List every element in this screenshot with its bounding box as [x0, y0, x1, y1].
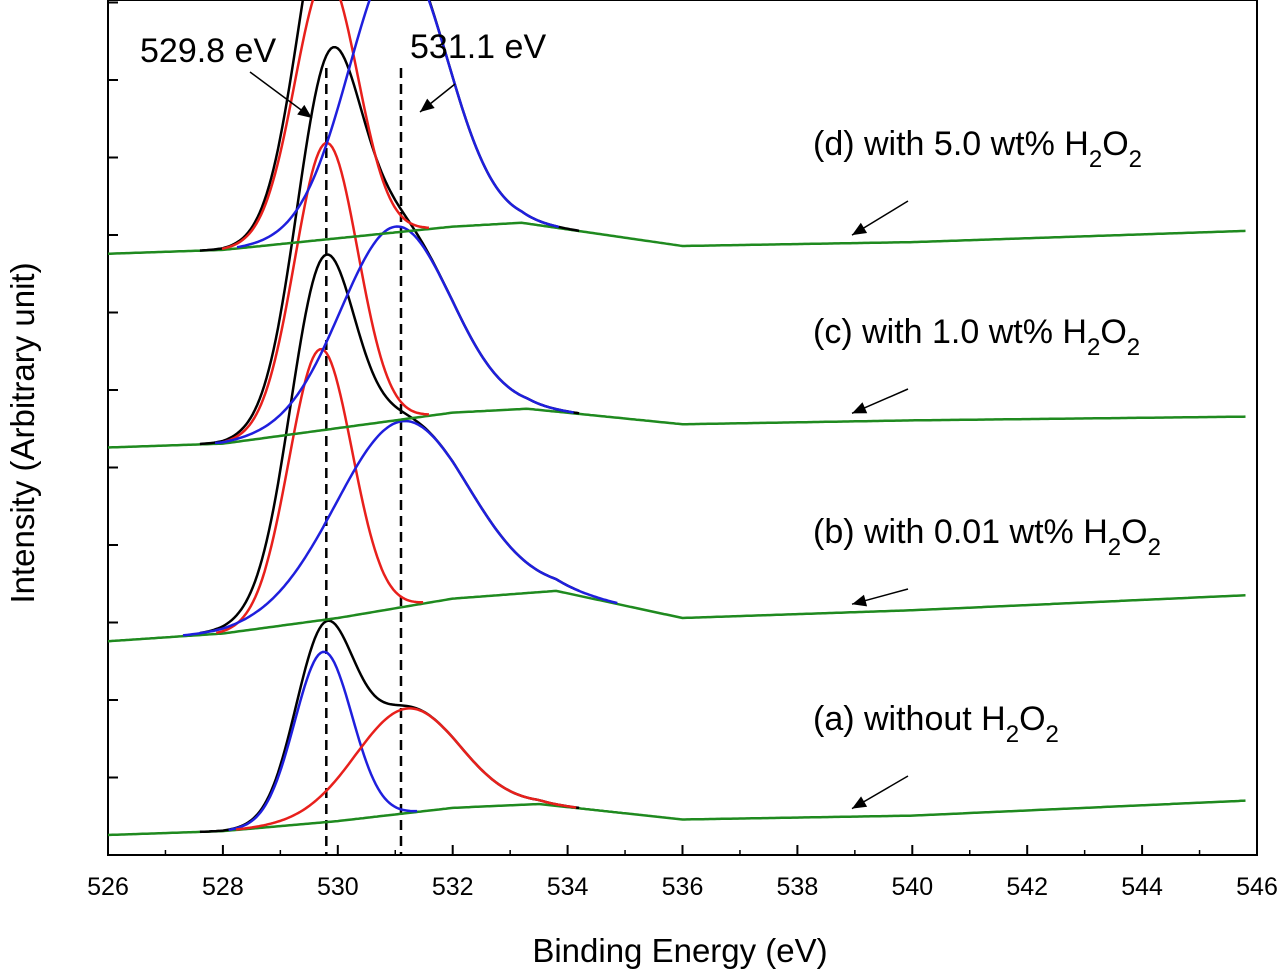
- x-tick-label: 530: [317, 873, 359, 901]
- x-tick-label: 534: [547, 873, 589, 901]
- spectrum-b: [107, 253, 1246, 643]
- envelope-line: [199, 253, 580, 635]
- background-line: [107, 799, 1246, 837]
- reference-arrow: [249, 71, 313, 119]
- x-tick-label: 538: [777, 873, 819, 901]
- spectrum-label-arrow: [851, 588, 909, 607]
- spectrum-label: (d) with 5.0 wt% H2O2: [813, 125, 1142, 173]
- y-axis: [108, 1, 118, 779]
- reference-label: 529.8 eV: [140, 32, 276, 70]
- x-tick-label: 528: [202, 873, 244, 901]
- x-tick-label: 546: [1236, 873, 1278, 901]
- red-component-line: [221, 141, 429, 444]
- spectrum-label-arrow: [851, 775, 909, 810]
- red-component-line: [235, 707, 577, 831]
- x-tick-label: 526: [87, 873, 129, 901]
- annotations: 529.8 eV 531.1 eV (a) without H2O2 (b) with…: [140, 28, 1161, 810]
- series-group: [107, 0, 1246, 837]
- y-axis-title: Intensity (Arbitrary unit): [4, 262, 41, 603]
- reference-label: 531.1 eV: [410, 28, 546, 66]
- spectrum-c: [107, 45, 1246, 449]
- blue-component-line: [228, 650, 418, 832]
- blue-component-line: [214, 225, 574, 445]
- envelope-line: [199, 619, 580, 834]
- x-tick-label: 536: [662, 873, 704, 901]
- spectrum-label-arrow: [851, 200, 909, 236]
- blue-component-line: [236, 0, 560, 249]
- reference-lines: [325, 68, 403, 855]
- x-axis-title: Binding Energy (eV): [532, 932, 827, 969]
- x-tick-label: 532: [432, 873, 474, 901]
- x-tick-label: 540: [891, 873, 933, 901]
- x-tick-label: 542: [1006, 873, 1048, 901]
- x-axis: 526 528 530 532 534 536 538 540 542 544 546: [87, 845, 1278, 901]
- red-component-line: [221, 0, 429, 251]
- reference-arrow: [419, 83, 456, 113]
- spectrum-d: [107, 0, 1246, 256]
- x-tick-label: 544: [1121, 873, 1163, 901]
- red-component-line: [216, 347, 424, 635]
- background-line: [107, 589, 1246, 643]
- spectrum-label-arrow: [851, 388, 909, 415]
- blue-component-line: [182, 419, 618, 637]
- background-line: [107, 221, 1246, 256]
- spectrum-label: (a) without H2O2: [813, 700, 1059, 748]
- background-line: [107, 407, 1246, 449]
- spectrum-label: (b) with 0.01 wt% H2O2: [813, 513, 1161, 561]
- spectrum-label: (c) with 1.0 wt% H2O2: [813, 313, 1140, 361]
- spectrum-a: [107, 619, 1246, 837]
